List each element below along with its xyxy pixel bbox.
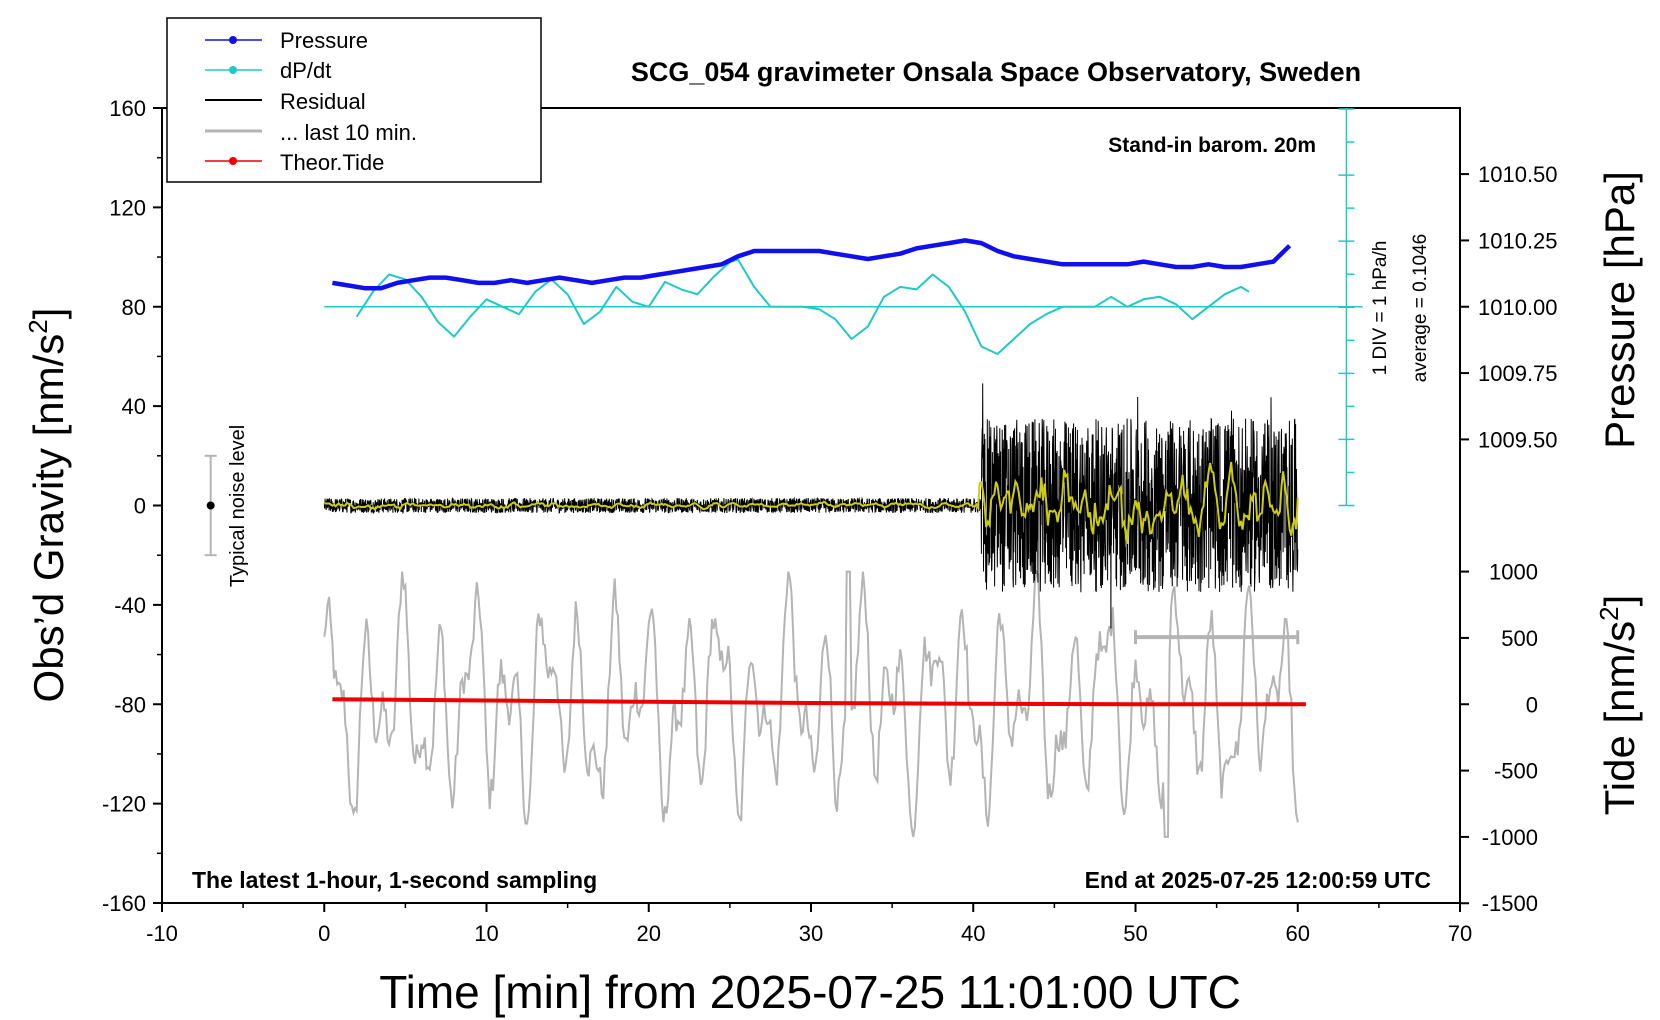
legend-marker-tide <box>229 157 237 165</box>
legend-marker-dpdt <box>229 66 237 74</box>
x-axis-ticks: -10 0 10 20 30 40 50 60 70 <box>146 903 1472 946</box>
x-tick-label: -10 <box>146 921 178 946</box>
x-tick-label: 70 <box>1448 921 1472 946</box>
tide-axis-label-sup: 2 <box>1594 606 1624 620</box>
tide-tick-label: 0 <box>1526 692 1538 717</box>
last10-series <box>323 569 1299 838</box>
legend-label-tide: Theor.Tide <box>280 150 384 175</box>
y-axis-ticks: 160 120 80 40 0 -40 -80 -120 -160 <box>102 96 162 916</box>
x-tick-label: 0 <box>318 921 330 946</box>
pressure-tick-label: 1009.50 <box>1478 427 1558 452</box>
tide-tick-label: 500 <box>1501 626 1538 651</box>
legend-label-dpdt: dP/dt <box>280 58 331 83</box>
tide-axis-label-main: Tide [nm/s <box>1596 621 1643 816</box>
pressure-tick-label: 1009.75 <box>1478 361 1558 386</box>
x-tick-label: 10 <box>474 921 498 946</box>
x-tick-label: 30 <box>799 921 823 946</box>
y-axis-label: Obs’d Gravity [nm/s2] <box>23 308 72 703</box>
legend: Pressure dP/dt Residual ... last 10 min.… <box>166 17 542 183</box>
y-axis-label-sup: 2 <box>23 319 53 333</box>
residual-smoothed-series <box>324 461 1299 545</box>
tide-axis-label-end: ] <box>1596 595 1643 607</box>
tide-axis-label: Tide [nm/s2] <box>1594 595 1643 816</box>
x-tick-label: 60 <box>1286 921 1310 946</box>
pressure-tick-label: 1010.25 <box>1478 228 1558 253</box>
last10-line <box>323 569 1299 838</box>
pressure-axis-label: Pressure [hPa] <box>1596 171 1643 449</box>
residual-smoothed-line <box>324 461 1299 545</box>
residual-series <box>323 383 1299 629</box>
barometer-note: Stand-in barom. 20m <box>1108 134 1316 157</box>
x-axis-label: Time [min] from 2025-07-25 11:01:00 UTC <box>379 966 1241 1018</box>
tide-tick-label: 1000 <box>1489 560 1538 585</box>
chart-title: SCG_054 gravimeter Onsala Space Observat… <box>631 57 1361 87</box>
chart-extras <box>204 108 1363 645</box>
residual-line <box>323 383 1299 629</box>
y-tick-label: -160 <box>102 891 146 916</box>
pressure-series <box>332 238 1292 291</box>
legend-label-pressure: Pressure <box>280 28 368 53</box>
y-tick-label: 80 <box>122 295 146 320</box>
tide-axis-ticks: 1000 500 0 -500 -1000 -1500 <box>1460 560 1538 916</box>
end-time-note: End at 2025-07-25 12:00:59 UTC <box>1085 867 1431 893</box>
x-tick-label: 20 <box>637 921 661 946</box>
y-axis-label-end: ] <box>25 308 72 320</box>
y-tick-label: 120 <box>109 195 146 220</box>
legend-label-residual: Residual <box>280 89 366 114</box>
tide-tick-label: -1000 <box>1482 825 1538 850</box>
y-tick-label: 40 <box>122 394 146 419</box>
pressure-tick-label: 1010.50 <box>1478 162 1558 187</box>
tide-line <box>332 697 1306 707</box>
tide-tick-label: -1500 <box>1482 891 1538 916</box>
pressure-tick-label: 1010.00 <box>1478 295 1558 320</box>
x-tick-label: 50 <box>1123 921 1147 946</box>
legend-label-last10: ... last 10 min. <box>280 120 417 145</box>
noise-bar-center <box>206 501 215 510</box>
y-axis-label-main: Obs’d Gravity [nm/s <box>25 334 72 703</box>
average-label: average = 0.1046 <box>1410 234 1431 382</box>
y-tick-label: -80 <box>114 692 146 717</box>
sampling-note: The latest 1-hour, 1-second sampling <box>192 867 597 893</box>
legend-marker-pressure <box>229 36 237 44</box>
y-tick-label: -120 <box>102 792 146 817</box>
noise-level-label: Typical noise level <box>227 425 249 587</box>
pressure-line <box>332 238 1292 291</box>
tide-tick-label: -500 <box>1494 759 1538 784</box>
y-tick-label: 0 <box>134 494 146 519</box>
div-label: 1 DIV = 1 hPa/h <box>1370 241 1391 376</box>
pressure-axis-ticks: 1010.50 1010.25 1010.00 1009.75 1009.50 <box>1460 162 1558 452</box>
x-tick-label: 40 <box>961 921 985 946</box>
y-tick-label: 160 <box>109 96 146 121</box>
tide-series <box>332 697 1306 707</box>
y-tick-label: -40 <box>114 593 146 618</box>
